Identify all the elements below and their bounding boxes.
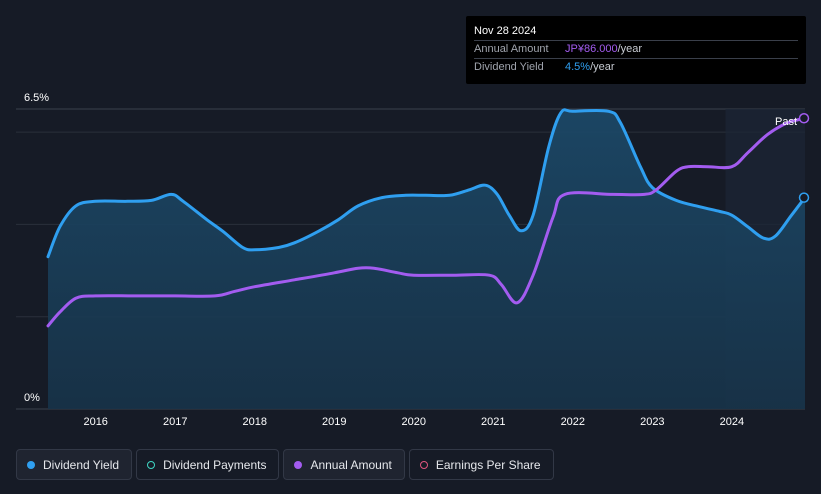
legend-label-annual-amount: Annual Amount [310,457,392,472]
tooltip: Nov 28 2024 Annual Amount JP¥86.000 /yea… [466,16,806,84]
tooltip-date: Nov 28 2024 [474,25,537,37]
past-label: Past [775,116,797,128]
x-axis-ticks: 2016 2017 2018 2019 2020 2021 2022 2023 2024 [83,416,744,428]
y-tick-label-top: 6.5% [24,92,49,104]
legend-label-dividend-payments: Dividend Payments [163,457,267,472]
annual-amount-end-marker[interactable] [798,112,810,124]
legend-dot-dividend-yield [27,460,35,469]
x-tick-label: 2019 [322,416,346,428]
legend: Dividend Yield Dividend Payments Annual … [16,449,554,480]
legend-dot-dividend-payments [147,460,156,469]
x-tick-label: 2016 [83,416,107,428]
tooltip-dividend-yield-row: Dividend Yield 4.5% /year [474,58,798,76]
x-tick-label: 2022 [561,416,585,428]
annual-amount-line [46,116,807,328]
tooltip-annual-amount-unit: /year [617,43,643,55]
dividend-yield-end-marker[interactable] [798,192,810,203]
x-tick-label: 2017 [163,416,187,428]
legend-dividend-yield[interactable]: Dividend Yield [16,449,133,480]
tooltip-dividend-yield-label: Dividend Yield [474,61,544,73]
tooltip-dividend-yield-value: 4.5% [565,61,591,73]
legend-dot-earnings-per-share [419,460,428,469]
tooltip-dividend-yield-unit: /year [590,61,615,73]
tooltip-annual-amount-label: Annual Amount [474,43,549,55]
legend-dividend-payments[interactable]: Dividend Payments [136,449,280,480]
tooltip-annual-amount-row: Annual Amount JP¥86.000 /year [474,40,798,58]
legend-label-dividend-yield: Dividend Yield [43,457,120,472]
legend-dot-annual-amount [294,460,303,469]
x-tick-label: 2018 [243,416,267,428]
legend-label-earnings-per-share: Earnings Per Share [435,457,541,472]
x-tick-label: 2020 [402,416,426,428]
tooltip-annual-amount-value: JP¥86.000 [565,43,618,55]
y-tick-label-bottom: 0% [24,392,40,404]
x-tick-label: 2021 [481,416,505,428]
dividend-yield-line [46,108,807,259]
x-tick-label: 2023 [640,416,664,428]
x-tick-label: 2024 [720,416,744,428]
dividend-yield-area [48,109,805,409]
legend-earnings-per-share[interactable]: Earnings Per Share [408,449,554,480]
legend-annual-amount[interactable]: Annual Amount [283,449,405,480]
